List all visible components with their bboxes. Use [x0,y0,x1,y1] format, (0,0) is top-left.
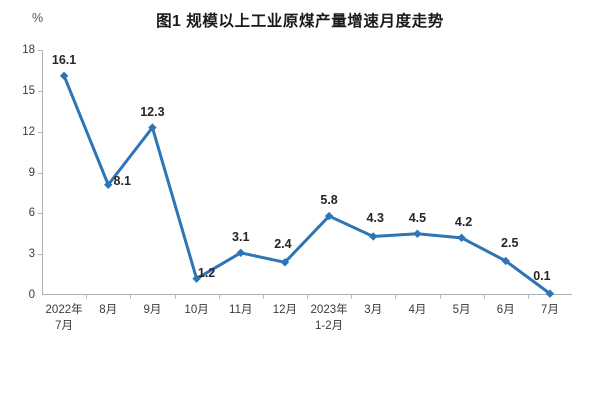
data-point-label: 2.5 [501,235,519,250]
data-point-label: 8.1 [113,173,131,188]
x-tick-mark [483,295,485,299]
x-category-label-line2: 1-2月 [315,319,344,332]
data-point-label: 12.3 [140,104,165,119]
series-line [62,74,552,296]
x-category-label-line1: 4月 [408,304,427,316]
x-category-label-line1: 12月 [272,304,298,316]
data-point-marker [413,229,422,238]
x-category-label: 7月 [541,303,559,319]
x-category-label: 2022年 7月 [46,303,83,334]
x-category-label: 2023年 1-2月 [311,303,348,334]
x-category-label-line1: 2023年 [310,304,348,316]
x-category-label-line1: 2022年 [45,304,83,316]
x-tick-mark [439,295,441,299]
data-point-label: 3.1 [232,229,250,244]
x-tick-mark [527,295,529,299]
x-category-label-line1: 5月 [452,304,471,316]
x-category-label: 3月 [364,303,382,319]
y-tick-label: 0 [28,289,35,301]
x-category-label-line1: 8月 [99,304,118,316]
data-point-marker [148,123,157,132]
y-tick-mark [38,213,42,215]
data-point-marker [324,211,334,221]
data-point-label: 4.2 [454,214,473,229]
data-point-label: 4.5 [408,210,427,225]
line-series-coal-growth [59,71,555,298]
plot-area: 0 3 6 9 12 15 18 16.1 8.1 12.3 1.2 3.1 2.4 5.8 4.3 4.5… [22,44,572,332]
x-tick-mark [218,295,220,299]
y-tick-label: 9 [28,166,35,179]
y-tick-label: 15 [22,84,35,97]
y-axis-line [42,50,43,295]
x-tick-mark [351,295,353,299]
x-category-label: 9月 [143,303,161,319]
x-category-label-line1: 7月 [540,304,559,316]
x-category-label-line1: 6月 [496,304,515,316]
data-point-marker [104,180,113,189]
y-tick-label: 3 [28,248,35,261]
x-category-label-line2: 7月 [55,319,74,332]
data-point-label: 5.8 [320,193,338,208]
x-tick-mark [130,295,132,299]
x-category-label: 12月 [273,303,297,319]
y-tick-label: 12 [22,125,35,138]
x-category-label: 5月 [453,303,471,319]
x-category-label: 4月 [408,303,426,319]
data-point-label: 4.3 [366,211,384,226]
x-tick-mark [174,295,176,299]
x-category-label: 10月 [184,303,208,319]
y-tick-mark [38,90,42,92]
x-category-label-line1: 9月 [143,304,162,316]
y-tick-label: 6 [28,207,35,220]
y-tick-mark [38,172,42,174]
x-axis-line [42,294,572,295]
y-tick-label: 18 [22,44,35,56]
y-axis-unit-label: % [32,11,44,25]
x-tick-mark [307,295,308,299]
data-point-label: 0.1 [533,268,551,283]
data-point-marker [545,289,555,298]
x-category-label: 11月 [229,303,252,319]
x-category-label-line1: 11月 [229,304,253,316]
data-point-marker [280,258,290,267]
data-point-marker [369,232,378,241]
y-tick-mark [38,131,42,133]
x-category-label-line1: 3月 [364,304,383,316]
page-title: 图1 规模以上工业原煤产量增速月度走势 [156,13,444,30]
y-tick-mark [38,254,42,256]
y-tick-mark [38,50,42,51]
x-tick-mark [262,295,264,299]
x-category-label-line1: 10月 [184,304,209,316]
x-category-label: 6月 [497,303,515,319]
data-point-marker [501,256,510,266]
data-point-label: 2.4 [274,237,292,252]
x-tick-mark [395,295,397,299]
data-point-marker [192,274,201,283]
data-point-marker [59,71,69,81]
x-tick-mark [86,295,88,299]
x-category-label: 8月 [99,303,117,319]
data-point-marker [236,248,245,258]
data-point-marker [457,233,466,243]
data-point-label: 1.2 [197,265,216,280]
data-point-label: 16.1 [51,52,77,67]
